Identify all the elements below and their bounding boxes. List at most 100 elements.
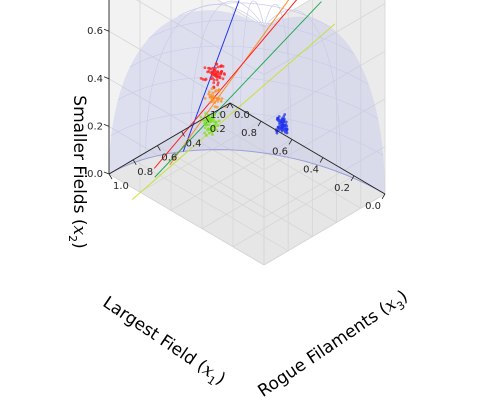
grid-line [139, 120, 262, 193]
x3-tick-label: 0.0 [234, 110, 250, 121]
data-point-cluster-3 [208, 131, 211, 135]
sphere-mesh-line [239, 0, 265, 151]
data-point-cluster-4 [282, 115, 286, 118]
axis-lines [108, 0, 386, 195]
trajectory-line-5 [131, 23, 336, 200]
data-point-cluster-3 [212, 124, 215, 128]
data-point-cluster-3 [204, 112, 208, 115]
data-point-cluster-3 [211, 133, 214, 137]
x3-tick-label: 1.0 [113, 181, 129, 192]
x3-tick-mark [157, 145, 161, 151]
data-point-cluster-4 [280, 128, 284, 132]
sphere-fill [109, 10, 385, 194]
x2-axis-label: Smaller Fields (x2) [67, 95, 90, 248]
data-point-cluster-1 [221, 65, 225, 68]
grid-line [263, 193, 386, 266]
sphere-surface [108, 0, 386, 195]
sphere-mesh-line [189, 0, 265, 151]
x3-tick-mark [181, 131, 185, 137]
data-point-cluster-1 [212, 78, 216, 82]
x1-axis-label: Largest Field (x1) [98, 292, 230, 391]
data-point-cluster-3 [211, 116, 215, 119]
grid-line [108, 30, 265, 123]
x1-tick-label: 0.8 [241, 128, 257, 139]
data-point-cluster-1 [219, 71, 223, 75]
data-point-cluster-3 [203, 122, 206, 125]
data-point-cluster-1 [199, 77, 203, 80]
data-point-cluster-2 [203, 97, 207, 100]
x2-tick-mark [103, 76, 110, 80]
grid-line [205, 116, 362, 209]
data-point-cluster-2 [215, 105, 219, 109]
grid-line [136, 0, 265, 75]
data-point-cluster-3 [208, 118, 211, 122]
data-point-cluster-1 [212, 81, 216, 85]
data-point-cluster-2 [213, 101, 217, 104]
data-point-cluster-1 [214, 66, 217, 70]
data-point-cluster-3 [206, 127, 210, 131]
x2-tick-label: 0.0 [87, 169, 103, 180]
x3-tick-mark [205, 116, 210, 123]
sphere-mesh-line [145, 4, 265, 159]
data-point-cluster-4 [281, 124, 285, 128]
x1-tick-mark [226, 102, 231, 109]
data-point-cluster-2 [210, 87, 214, 91]
x1-tick-mark [381, 193, 386, 200]
data-point-cluster-2 [213, 105, 217, 109]
data-point-cluster-3 [214, 128, 218, 132]
x1-tick-label: 0.2 [334, 183, 350, 194]
x3-tick-mark [108, 173, 113, 180]
data-point-cluster-1 [215, 62, 219, 66]
data-point-cluster-3 [207, 123, 211, 127]
grid-line [108, 173, 265, 266]
axis-panes [109, 0, 385, 265]
data-point-cluster-2 [217, 88, 221, 92]
data-point-cluster-3 [213, 113, 217, 117]
data-point-cluster-1 [221, 77, 225, 81]
data-point-cluster-1 [212, 69, 216, 73]
trajectory-line-4 [154, 1, 322, 178]
x3-tick-label: 0.8 [137, 167, 153, 178]
data-point-cluster-3 [199, 115, 203, 119]
data-point-cluster-2 [207, 92, 211, 96]
data-point-cluster-4 [283, 127, 287, 131]
x1-tick-mark [319, 157, 324, 163]
pane-x1x3 [109, 103, 385, 265]
data-point-cluster-4 [275, 118, 279, 121]
x2-tick-mark [103, 124, 110, 127]
grid-line [201, 157, 324, 229]
data-point-cluster-1 [219, 64, 223, 68]
data-point-cluster-2 [213, 90, 217, 93]
data-point-cluster-1 [209, 67, 213, 71]
trajectory-line-3 [153, 0, 298, 169]
data-point-cluster-1 [201, 78, 205, 81]
data-point-cluster-3 [217, 119, 221, 123]
trajectory-line-2 [169, 0, 290, 166]
data-point-cluster-4 [283, 113, 287, 116]
x1-tick-mark [288, 139, 293, 145]
data-point-cluster-3 [212, 120, 216, 123]
data-point-cluster-2 [211, 91, 215, 95]
x1-tick-mark [350, 175, 355, 182]
grid-lines [108, 0, 386, 266]
data-point-cluster-4 [278, 119, 282, 122]
x2-tick-label: 0.4 [87, 74, 103, 85]
data-point-cluster-1 [215, 78, 219, 82]
data-point-cluster-1 [217, 75, 221, 79]
grid-line [108, 126, 265, 218]
data-point-cluster-1 [209, 71, 213, 75]
data-point-cluster-1 [214, 72, 218, 75]
data-point-cluster-2 [209, 93, 213, 97]
x1-tick-label: 0.0 [365, 201, 381, 212]
x3-tick-mark [132, 159, 137, 166]
x2-tick-label: 0.6 [87, 26, 103, 37]
x1-tick-label: 1.0 [210, 110, 226, 121]
x2-tick-mark [103, 28, 110, 32]
data-point-cluster-4 [277, 125, 281, 129]
grid-line [263, 98, 386, 171]
data-point-cluster-1 [210, 73, 214, 77]
data-point-cluster-4 [277, 115, 281, 118]
data-point-cluster-2 [220, 97, 224, 100]
data-point-cluster-1 [216, 65, 220, 69]
